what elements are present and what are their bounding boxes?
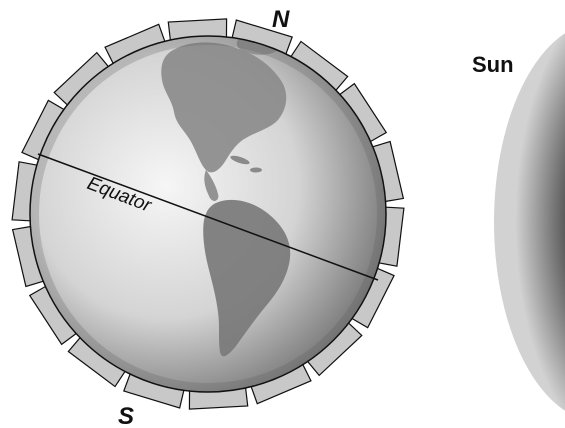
equator-line bbox=[37, 153, 379, 281]
south-label: S bbox=[118, 403, 134, 428]
north-label: N bbox=[272, 6, 290, 33]
sun-label: Sun bbox=[472, 52, 514, 77]
sun-disc bbox=[494, 33, 565, 411]
caribbean-island bbox=[230, 155, 250, 165]
north-america-landmass bbox=[161, 42, 287, 173]
caribbean-island bbox=[250, 167, 262, 173]
central-america-landmass bbox=[204, 170, 219, 201]
globe: Equator bbox=[29, 35, 387, 393]
sun bbox=[494, 33, 565, 411]
globe-outline bbox=[29, 35, 387, 393]
